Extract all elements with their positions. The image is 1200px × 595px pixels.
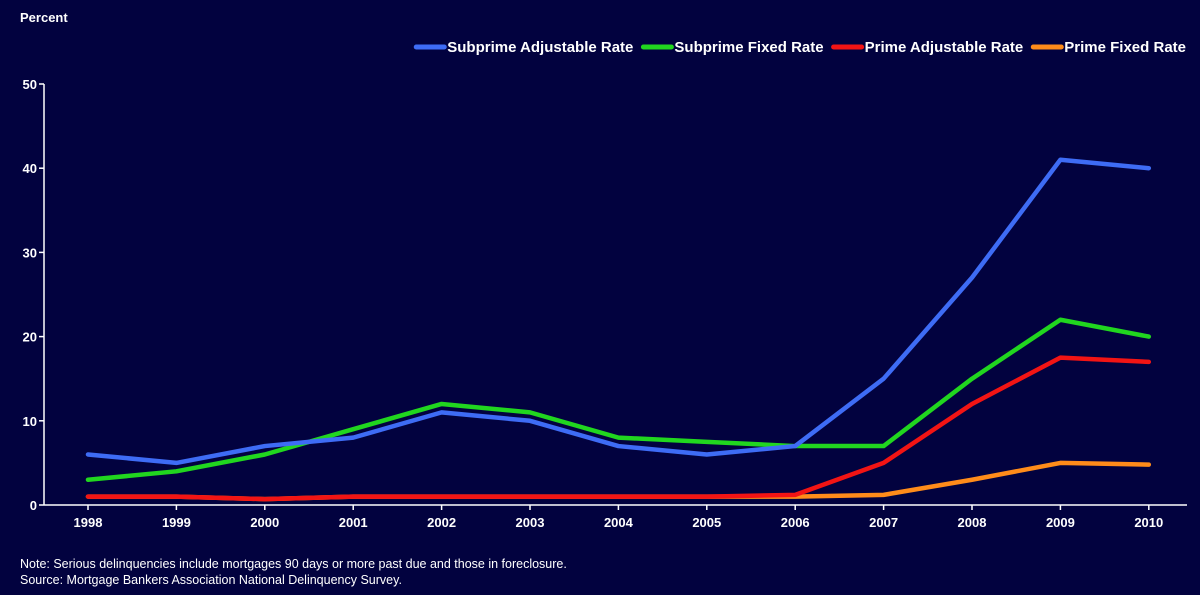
footnote-note: Note: Serious delinquencies include mort… bbox=[20, 557, 567, 571]
legend-label: Prime Adjustable Rate bbox=[865, 39, 1024, 56]
series-line-prime-adjustable-rate bbox=[85, 355, 1152, 502]
x-tick-label: 2002 bbox=[427, 515, 456, 530]
x-tick-label: 2007 bbox=[869, 515, 898, 530]
legend-item: Subprime Fixed Rate bbox=[640, 39, 824, 56]
legend: Subprime Adjustable Rate Subprime Fixed R… bbox=[413, 39, 1186, 56]
y-tick-label: 0 bbox=[30, 498, 37, 513]
series-line-prime-fixed-rate bbox=[85, 460, 1152, 502]
x-tick-label: 1998 bbox=[74, 515, 103, 530]
y-tick-label: 50 bbox=[23, 77, 37, 92]
legend-label: Prime Fixed Rate bbox=[1064, 39, 1186, 56]
legend-label: Subprime Adjustable Rate bbox=[447, 39, 633, 56]
series-line-subprime-adjustable-rate bbox=[85, 157, 1152, 466]
x-tick-label: 2005 bbox=[692, 515, 721, 530]
x-tick-label: 2001 bbox=[339, 515, 368, 530]
series-line-subprime-fixed-rate bbox=[85, 317, 1152, 482]
y-tick-label: 20 bbox=[23, 330, 37, 345]
x-tick-label: 2003 bbox=[516, 515, 545, 530]
legend-label: Subprime Fixed Rate bbox=[674, 39, 823, 56]
x-tick-label: 2000 bbox=[250, 515, 279, 530]
legend-item: Prime Adjustable Rate bbox=[831, 39, 1024, 56]
y-axis-ticks: 0 10 20 30 40 50 bbox=[23, 77, 44, 513]
x-tick-label: 2010 bbox=[1134, 515, 1163, 530]
y-axis-label: Percent bbox=[20, 10, 68, 25]
y-tick-label: 40 bbox=[23, 161, 37, 176]
x-tick-label: 1999 bbox=[162, 515, 191, 530]
x-axis-ticks: 1998 1999 2000 2001 2002 2003 2004 2005 2006 2007… bbox=[74, 505, 1163, 530]
footnote-source: Source: Mortgage Bankers Association Nat… bbox=[20, 573, 402, 587]
legend-item: Prime Fixed Rate bbox=[1030, 39, 1186, 56]
x-tick-label: 2009 bbox=[1046, 515, 1075, 530]
x-tick-label: 2008 bbox=[958, 515, 987, 530]
legend-item: Subprime Adjustable Rate bbox=[413, 39, 633, 56]
y-tick-label: 10 bbox=[23, 414, 37, 429]
y-tick-label: 30 bbox=[23, 245, 37, 260]
x-tick-label: 2004 bbox=[604, 515, 634, 530]
series-lines bbox=[85, 157, 1152, 502]
x-tick-label: 2006 bbox=[781, 515, 810, 530]
